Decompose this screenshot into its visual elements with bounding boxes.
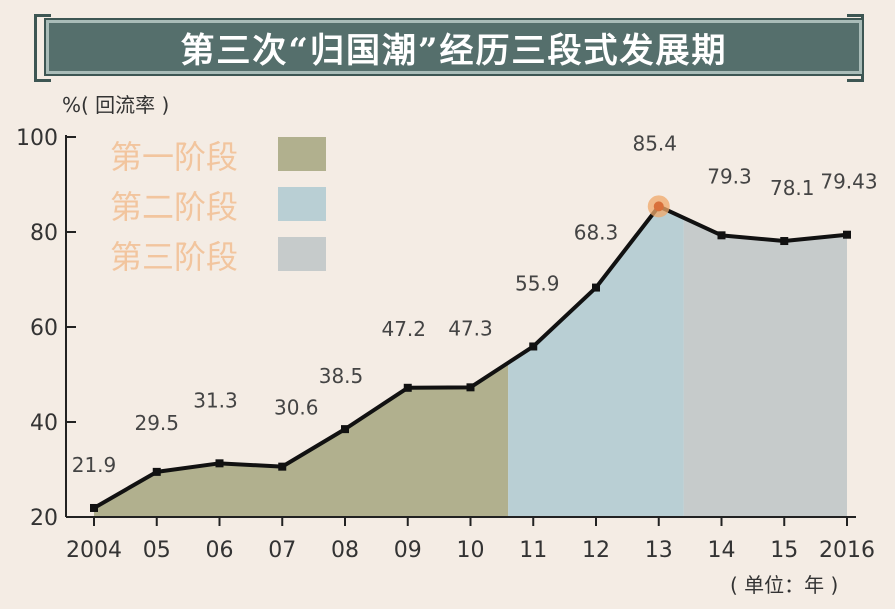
x-tick-label: 06 <box>206 538 234 563</box>
y-tick-label: 40 <box>30 411 58 436</box>
data-label: 21.9 <box>72 453 117 477</box>
x-axis-label: ( 单位：年 ) <box>730 573 838 597</box>
legend-swatch-stage-2 <box>278 187 326 221</box>
data-label: 79.43 <box>820 170 877 194</box>
stage-area-1 <box>94 362 509 517</box>
legend-label-stage-2: 第二阶段 <box>110 188 238 226</box>
data-point <box>403 383 412 392</box>
y-axis-label: %( 回流率 ) <box>62 93 169 117</box>
data-point <box>780 237 789 246</box>
data-point <box>592 283 600 292</box>
y-tick-label: 20 <box>30 506 58 531</box>
x-tick-label: 15 <box>770 538 798 563</box>
y-tick-label: 100 <box>16 126 58 151</box>
data-label: 68.3 <box>574 221 619 245</box>
data-label: 79.3 <box>707 164 752 188</box>
x-tick-label: 14 <box>708 538 736 563</box>
x-tick-label: 10 <box>457 538 485 563</box>
data-point <box>466 383 475 392</box>
title-banner: 第三次“归国潮”经历三段式发展期 <box>34 14 864 82</box>
peak-marker <box>653 201 664 212</box>
data-labels: 21.9 29.5 31.3 30.638.5 47.2 47.3 55.9 68.3 85.4… <box>72 131 878 477</box>
y-tick-label: 80 <box>30 221 58 246</box>
x-tick-label: 08 <box>331 538 359 563</box>
data-point <box>278 462 287 471</box>
legend-label-stage-1: 第一阶段 <box>110 138 238 176</box>
title-box: 第三次“归国潮”经历三段式发展期 <box>44 18 864 76</box>
legend-swatch-stage-1 <box>278 137 326 171</box>
axes: 20 40 60 80 100 2004 05 06 07 08 09 10 11 12 13 14 15 201… <box>16 126 875 563</box>
chart-title: 第三次“归国潮”经历三段式发展期 <box>180 30 728 71</box>
data-point <box>341 425 349 434</box>
x-tick-label: 07 <box>268 538 296 563</box>
data-label: 47.2 <box>381 317 426 341</box>
data-point <box>215 459 224 468</box>
data-point <box>90 503 98 512</box>
stage-areas <box>94 206 847 517</box>
data-label: 85.4 <box>632 131 677 155</box>
data-point <box>717 231 726 240</box>
x-tick-label: 2016 <box>819 538 875 563</box>
data-label: 78.1 <box>770 176 815 200</box>
title-decoration-left <box>34 14 51 82</box>
data-label: 47.3 <box>448 316 493 340</box>
data-point <box>152 467 161 476</box>
data-point <box>529 342 538 351</box>
stage-area-3 <box>683 217 847 517</box>
x-tick-label: 13 <box>645 538 673 563</box>
data-point <box>843 230 851 239</box>
series-line <box>90 195 851 512</box>
stage-area-2 <box>508 206 684 517</box>
legend-label-stage-3: 第三阶段 <box>110 238 238 276</box>
data-label: 55.9 <box>515 271 560 295</box>
x-tick-label: 11 <box>519 538 547 563</box>
x-tick-label: 12 <box>582 538 610 563</box>
x-tick-label: 2004 <box>66 538 122 563</box>
data-label: 29.5 <box>134 411 179 435</box>
data-label: 38.5 <box>319 364 364 388</box>
data-label: 31.3 <box>193 388 238 412</box>
x-tick-label: 05 <box>143 538 171 563</box>
data-label: 30.6 <box>274 396 319 420</box>
y-tick-label: 60 <box>30 316 58 341</box>
x-tick-label: 09 <box>394 538 422 563</box>
legend-swatch-stage-3 <box>278 237 326 271</box>
